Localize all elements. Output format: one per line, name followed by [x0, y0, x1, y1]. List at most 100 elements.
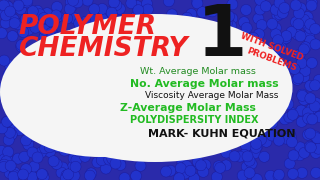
Circle shape	[221, 18, 232, 29]
Circle shape	[36, 169, 47, 180]
Circle shape	[296, 58, 307, 69]
Circle shape	[221, 147, 232, 158]
Circle shape	[283, 99, 294, 110]
Circle shape	[89, 4, 100, 15]
Text: MARK- KUHN EQUATION: MARK- KUHN EQUATION	[148, 129, 295, 139]
Circle shape	[50, 13, 61, 24]
Circle shape	[114, 3, 125, 14]
Text: No. Average Molar mass: No. Average Molar mass	[130, 79, 279, 89]
Circle shape	[16, 39, 27, 51]
Circle shape	[107, 153, 118, 164]
Circle shape	[295, 142, 306, 153]
Circle shape	[21, 48, 32, 59]
Circle shape	[5, 11, 17, 22]
Circle shape	[270, 4, 281, 15]
Circle shape	[0, 7, 11, 18]
Circle shape	[286, 137, 298, 148]
Circle shape	[82, 0, 93, 6]
Text: Wt. Average Molar mass: Wt. Average Molar mass	[140, 68, 256, 76]
Circle shape	[285, 130, 296, 141]
Circle shape	[238, 17, 250, 28]
Circle shape	[28, 12, 38, 23]
Circle shape	[296, 105, 307, 116]
Circle shape	[32, 152, 43, 163]
Circle shape	[261, 136, 272, 147]
Circle shape	[161, 166, 172, 177]
Circle shape	[213, 161, 224, 172]
Circle shape	[3, 134, 14, 146]
Circle shape	[295, 14, 306, 24]
Circle shape	[305, 128, 316, 139]
Circle shape	[181, 12, 193, 23]
Circle shape	[246, 158, 257, 169]
Circle shape	[281, 31, 292, 42]
Circle shape	[79, 151, 91, 162]
Circle shape	[180, 168, 190, 179]
Circle shape	[21, 52, 32, 63]
Circle shape	[20, 80, 31, 91]
Circle shape	[305, 19, 316, 30]
Circle shape	[32, 58, 43, 69]
Circle shape	[51, 159, 62, 170]
Circle shape	[242, 139, 252, 150]
Circle shape	[274, 43, 285, 54]
Circle shape	[24, 17, 35, 28]
Circle shape	[0, 123, 8, 134]
Circle shape	[71, 155, 82, 166]
Circle shape	[305, 23, 316, 34]
Circle shape	[310, 167, 320, 178]
Circle shape	[8, 14, 19, 25]
Circle shape	[47, 28, 58, 39]
Circle shape	[23, 139, 34, 150]
Circle shape	[11, 79, 22, 90]
Text: WITH SOLVED: WITH SOLVED	[239, 31, 305, 62]
Circle shape	[60, 140, 71, 151]
Circle shape	[278, 34, 289, 45]
Circle shape	[253, 13, 264, 24]
Circle shape	[211, 172, 222, 180]
Circle shape	[309, 80, 320, 91]
Circle shape	[1, 0, 12, 11]
Circle shape	[227, 13, 238, 24]
Circle shape	[280, 61, 291, 72]
Circle shape	[16, 70, 27, 81]
Circle shape	[7, 31, 18, 42]
Circle shape	[40, 30, 51, 41]
Circle shape	[177, 157, 188, 168]
Text: Viscosity Average Molar Mass: Viscosity Average Molar Mass	[145, 91, 278, 100]
Circle shape	[197, 7, 208, 18]
Circle shape	[4, 6, 16, 17]
Circle shape	[284, 112, 295, 123]
Circle shape	[106, 7, 117, 18]
Circle shape	[198, 166, 209, 177]
Circle shape	[283, 60, 294, 71]
Circle shape	[296, 116, 307, 127]
Circle shape	[294, 150, 305, 161]
Circle shape	[312, 133, 320, 144]
Circle shape	[22, 0, 33, 8]
Circle shape	[86, 18, 97, 29]
Circle shape	[100, 163, 111, 174]
Circle shape	[287, 108, 298, 119]
Circle shape	[267, 18, 278, 29]
Circle shape	[20, 135, 31, 146]
Circle shape	[1, 116, 12, 127]
Circle shape	[279, 114, 290, 125]
Circle shape	[70, 161, 81, 172]
Circle shape	[21, 66, 32, 77]
Circle shape	[0, 83, 8, 94]
Circle shape	[33, 114, 44, 125]
Text: Z-Average Molar Mass: Z-Average Molar Mass	[120, 103, 256, 113]
Circle shape	[284, 158, 295, 169]
Circle shape	[115, 158, 126, 169]
Circle shape	[239, 149, 250, 160]
Circle shape	[9, 124, 20, 135]
Circle shape	[224, 11, 235, 22]
Circle shape	[3, 146, 14, 157]
Circle shape	[217, 8, 228, 19]
Circle shape	[226, 21, 236, 31]
Circle shape	[305, 35, 316, 46]
Circle shape	[278, 64, 289, 75]
Circle shape	[295, 31, 306, 42]
Circle shape	[303, 21, 314, 32]
